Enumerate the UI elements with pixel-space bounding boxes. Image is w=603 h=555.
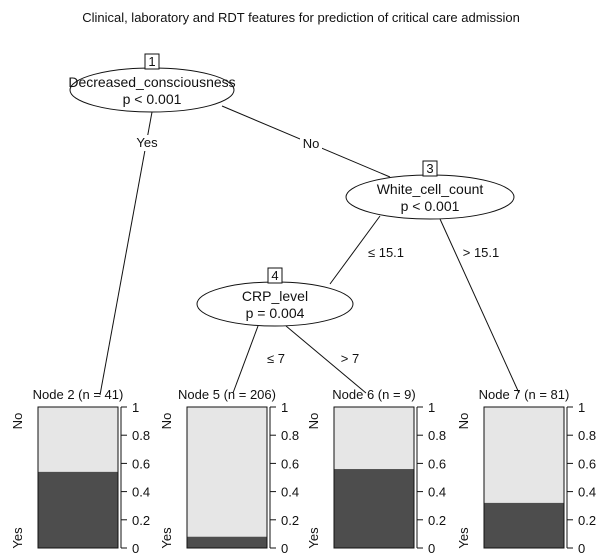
edge-line-3-4 [329, 215, 381, 285]
bar-no-2 [38, 407, 118, 472]
bar-frame-6 [333, 406, 415, 549]
bar-tick-label-6-1: 0.2 [428, 513, 446, 528]
bar-tick-label-2-1: 0.2 [132, 513, 150, 528]
bar-category-yes-7: Yes [456, 527, 471, 549]
edge-label-4-5: ≤ 7 [267, 351, 285, 366]
bar-tick-label-2-4: 0.8 [132, 428, 150, 443]
bar-yes-7 [484, 502, 564, 548]
bar-tick-label-7-0: 0 [578, 541, 585, 555]
bar-tick-label-7-1: 0.2 [578, 513, 596, 528]
node-id-box-3 [422, 160, 438, 177]
terminal-label-7: Node 7 (n = 81) [479, 387, 570, 402]
node-pvalue-3: p < 0.001 [401, 198, 460, 214]
bar-yes-6 [334, 469, 414, 548]
bar-tick-label-5-4: 0.8 [281, 428, 299, 443]
edge-label-3-4: ≤ 15.1 [368, 245, 404, 260]
bar-tick-label-6-0: 0 [428, 541, 435, 555]
bar-frame-5 [186, 406, 268, 549]
node-id-3: 3 [426, 161, 433, 176]
edge-label-bg-1-2 [132, 135, 162, 151]
bar-no-7 [484, 407, 564, 503]
terminal-label-5: Node 5 (n = 206) [178, 387, 276, 402]
bar-tick-label-6-3: 0.6 [428, 456, 446, 471]
bar-category-no-2: No [10, 413, 25, 430]
node-pvalue-4: p = 0.004 [246, 305, 305, 321]
bar-tick-label-5-2: 0.4 [281, 485, 299, 500]
bar-tick-label-5-0: 0 [281, 541, 288, 555]
bar-category-yes-2: Yes [10, 527, 25, 549]
chart-title: Clinical, laboratory and RDT features fo… [82, 10, 520, 25]
bar-category-no-6: No [306, 413, 321, 430]
bar-frame-2 [37, 406, 119, 549]
edge-line-3-7 [439, 218, 520, 394]
bar-tick-label-2-5: 1 [132, 400, 139, 415]
bar-yes-2 [38, 471, 118, 548]
node-id-1: 1 [148, 54, 155, 69]
bar-frame-7 [483, 406, 565, 549]
node-id-box-1 [144, 53, 160, 70]
bar-category-no-5: No [159, 413, 174, 430]
bar-no-5 [187, 407, 267, 537]
edge-line-4-6 [285, 325, 367, 394]
bar-tick-label-5-1: 0.2 [281, 513, 299, 528]
node-pvalue-1: p < 0.001 [123, 91, 182, 107]
bar-tick-label-6-4: 0.8 [428, 428, 446, 443]
bar-tick-label-7-3: 0.6 [578, 456, 596, 471]
bar-tick-label-7-2: 0.4 [578, 485, 596, 500]
bar-category-yes-5: Yes [159, 527, 174, 549]
bar-yes-5 [187, 536, 267, 548]
bar-category-yes-6: Yes [306, 527, 321, 549]
bar-tick-label-2-3: 0.6 [132, 456, 150, 471]
edge-label-1-2: Yes [136, 135, 158, 150]
edge-label-4-6: > 7 [341, 351, 359, 366]
bar-tick-label-7-4: 0.8 [578, 428, 596, 443]
node-variable-3: White_cell_count [377, 181, 484, 197]
bar-tick-label-2-0: 0 [132, 541, 139, 555]
edge-label-3-7: > 15.1 [463, 245, 500, 260]
bar-tick-label-6-2: 0.4 [428, 485, 446, 500]
tree-edges: Yes No ≤ 15.1 > 15.1 ≤ 7 > 7 [99, 105, 520, 396]
edge-line-1-2 [99, 111, 153, 396]
bar-tick-label-5-5: 1 [281, 400, 288, 415]
terminal-nodes: Node 2 (n = 41) No Yes 0 0.2 0.4 0.6 0.8 1 Node 5… [10, 387, 596, 555]
node-id-box-4 [267, 267, 283, 284]
bar-tick-label-5-3: 0.6 [281, 456, 299, 471]
edge-label-1-3: No [303, 136, 320, 151]
edge-label-bg-1-3 [300, 136, 322, 152]
edge-line-4-5 [232, 325, 259, 394]
node-variable-1: Decreased_consciousness [68, 74, 235, 90]
terminal-label-2: Node 2 (n = 41) [33, 387, 124, 402]
node-variable-4: CRP_level [242, 288, 308, 304]
bar-tick-label-6-5: 1 [428, 400, 435, 415]
node-id-4: 4 [271, 268, 278, 283]
bar-no-6 [334, 407, 414, 470]
bar-tick-label-2-2: 0.4 [132, 485, 150, 500]
terminal-label-6: Node 6 (n = 9) [332, 387, 415, 402]
bar-category-no-7: No [456, 413, 471, 430]
bar-tick-label-7-5: 1 [578, 400, 585, 415]
